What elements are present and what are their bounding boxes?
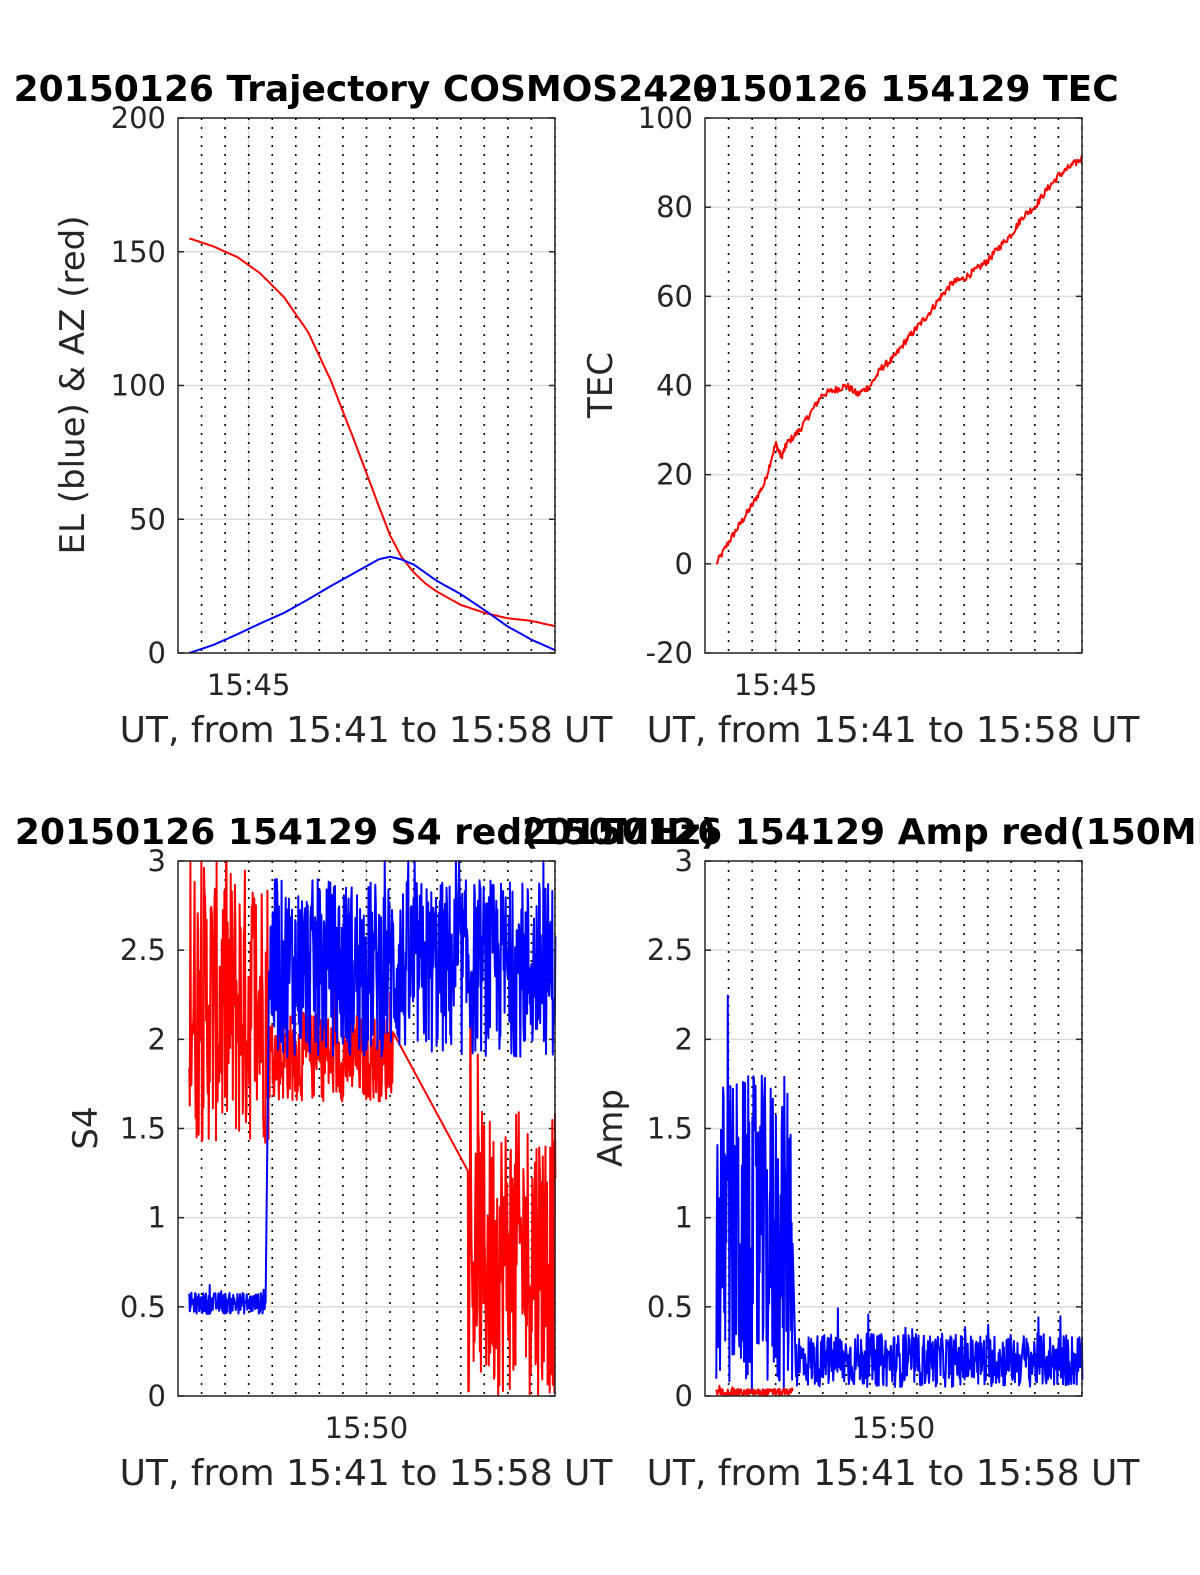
panel-title: 20150126 154129 S4 red(150MHz)	[15, 812, 717, 853]
grid	[705, 117, 1082, 654]
y-axis-label: EL (blue) & AZ (red)	[53, 215, 93, 554]
x-axis-label: UT, from 15:41 to 15:58 UT	[120, 1453, 614, 1494]
y-axis-label: Amp	[591, 1089, 631, 1167]
y-tick-label: 0	[675, 1379, 693, 1413]
series-line-1	[188, 860, 557, 1315]
y-tick-label: 100	[638, 101, 693, 135]
y-tick-label: 0.5	[120, 1290, 166, 1324]
data-lines	[188, 860, 557, 1397]
panel-title: 20150126 154129 Amp red(150MHz)	[522, 812, 1200, 853]
y-tick-label: 20	[656, 458, 693, 492]
tick-labels: 0 0.5 1 1.5 2 2.5 3 15:50	[647, 844, 935, 1445]
series-line-1	[188, 555, 556, 654]
y-axis-label: TEC	[581, 352, 621, 419]
plot-frame	[704, 117, 1083, 654]
x-tick-label: 15:50	[325, 1411, 409, 1445]
data-lines	[715, 155, 1084, 565]
series-line-0	[715, 155, 1084, 565]
x-tick-label: 15:50	[852, 1411, 936, 1445]
y-tick-label: 0.5	[647, 1290, 693, 1324]
tick-labels: 0 50 100 150 200 15:45	[111, 101, 291, 702]
x-axis-label: UT, from 15:41 to 15:58 UT	[647, 710, 1141, 751]
x-axis-label: UT, from 15:41 to 15:58 UT	[647, 1453, 1141, 1494]
y-tick-label: 60	[656, 279, 693, 313]
y-tick-label: -20	[646, 636, 693, 670]
panel-tec: -20 0 20 40 60 80 100 15:45 20150126 154129 TEC…	[581, 69, 1140, 751]
panel-title: 20150126 154129 TEC	[667, 69, 1118, 110]
y-tick-label: 0	[148, 636, 166, 670]
y-axis-label: S4	[66, 1106, 106, 1149]
y-tick-label: 80	[656, 190, 693, 224]
y-tick-label: 2	[148, 1022, 166, 1056]
y-tick-label: 0	[148, 1379, 166, 1413]
y-tick-label: 40	[656, 369, 693, 403]
y-tick-label: 3	[148, 844, 166, 878]
tick-labels: -20 0 20 40 60 80 100 15:45	[638, 101, 818, 702]
panel-amp: 0 0.5 1 1.5 2 2.5 3 15:50 20150126 154129 Amp r…	[522, 812, 1200, 1494]
tick-labels: 0 0.5 1 1.5 2 2.5 3 15:50	[120, 844, 408, 1445]
x-axis-label: UT, from 15:41 to 15:58 UT	[120, 710, 614, 751]
y-tick-label: 200	[111, 101, 166, 135]
series-line-1	[715, 994, 1084, 1390]
y-tick-label: 0	[675, 547, 693, 581]
plot-frame	[177, 117, 556, 654]
y-tick-label: 1	[148, 1201, 166, 1235]
panel-title: 20150126 Trajectory COSMOS2429	[14, 69, 719, 110]
y-tick-label: 150	[111, 235, 166, 269]
y-tick-label: 2	[675, 1022, 693, 1056]
x-tick-label: 15:45	[207, 668, 291, 702]
series-line-0	[189, 237, 556, 628]
plot-frame	[177, 860, 556, 1397]
y-tick-label: 2.5	[647, 933, 693, 967]
panel-s4: 0 0.5 1 1.5 2 2.5 3 15:50 20150126 154129 S4 re…	[15, 812, 717, 1494]
plot-frame	[704, 860, 1083, 1397]
y-tick-label: 1	[675, 1201, 693, 1235]
y-tick-label: 3	[675, 844, 693, 878]
y-tick-label: 1.5	[647, 1112, 693, 1146]
x-tick-label: 15:45	[734, 668, 818, 702]
data-lines	[188, 237, 556, 654]
y-tick-label: 2.5	[120, 933, 166, 967]
y-tick-label: 50	[129, 502, 166, 536]
y-tick-label: 100	[111, 369, 166, 403]
y-tick-label: 1.5	[120, 1112, 166, 1146]
